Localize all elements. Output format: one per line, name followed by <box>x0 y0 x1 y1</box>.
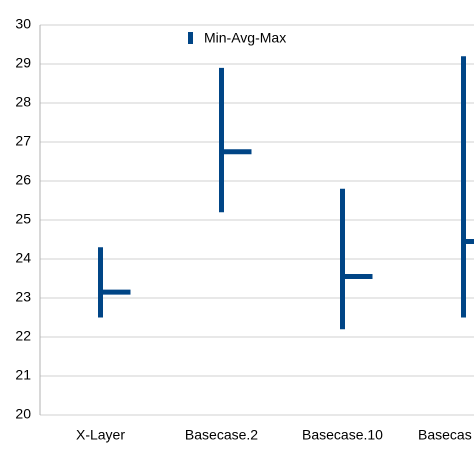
legend-swatch <box>188 32 193 44</box>
y-tick-label: 24 <box>15 250 31 266</box>
x-tick-label: Basecase.2 <box>185 427 258 443</box>
y-tick-label: 29 <box>15 55 31 71</box>
y-tick-label: 25 <box>15 211 31 227</box>
y-tick-label: 22 <box>15 328 31 344</box>
x-tick-label: X-Layer <box>76 427 125 443</box>
x-tick-label: Basecase.10 <box>302 427 383 443</box>
y-tick-label: 26 <box>15 172 31 188</box>
legend-label: Min-Avg-Max <box>204 30 286 46</box>
y-tick-label: 20 <box>15 406 31 422</box>
y-tick-label: 21 <box>15 367 31 383</box>
x-tick-label: Basecas <box>418 427 472 443</box>
y-tick-label: 30 <box>15 16 31 32</box>
y-tick-label: 28 <box>15 94 31 110</box>
y-tick-label: 23 <box>15 289 31 305</box>
y-tick-label: 27 <box>15 133 31 149</box>
